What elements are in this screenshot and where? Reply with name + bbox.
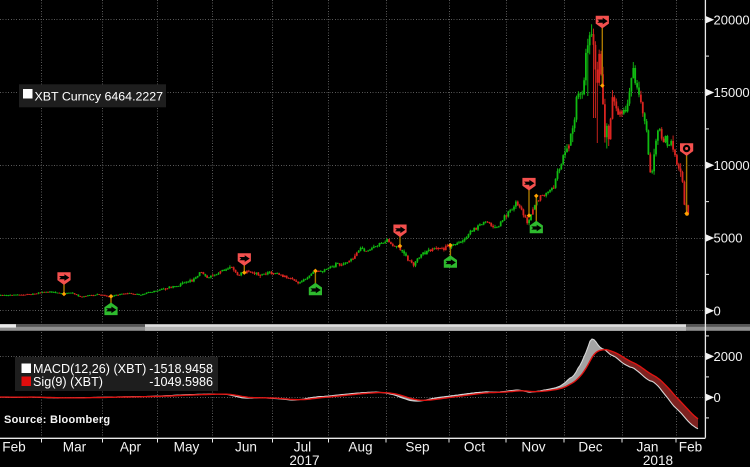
svg-text:Dec: Dec bbox=[578, 440, 602, 455]
svg-text:Feb: Feb bbox=[2, 440, 25, 455]
svg-text:2000: 2000 bbox=[714, 349, 743, 364]
svg-text:Aug: Aug bbox=[348, 440, 372, 455]
svg-text:-1518.9458: -1518.9458 bbox=[149, 362, 213, 376]
svg-text:Jun: Jun bbox=[235, 440, 257, 455]
svg-text:2018: 2018 bbox=[643, 453, 673, 467]
svg-text:-1049.5986: -1049.5986 bbox=[149, 375, 213, 389]
svg-text:Feb: Feb bbox=[679, 440, 702, 455]
svg-text:0: 0 bbox=[714, 390, 721, 405]
svg-text:Nov: Nov bbox=[521, 440, 545, 455]
svg-text:Sig(9) (XBT): Sig(9) (XBT) bbox=[33, 375, 103, 389]
svg-text:MACD(12,26) (XBT): MACD(12,26) (XBT) bbox=[33, 362, 146, 376]
svg-text:Apr: Apr bbox=[120, 440, 142, 455]
svg-text:20000: 20000 bbox=[714, 12, 750, 27]
svg-text:Oct: Oct bbox=[464, 440, 485, 455]
svg-text:Jul: Jul bbox=[294, 440, 311, 455]
svg-text:Mar: Mar bbox=[63, 440, 87, 455]
svg-text:15000: 15000 bbox=[714, 85, 750, 100]
svg-text:10000: 10000 bbox=[714, 158, 750, 173]
svg-text:May: May bbox=[174, 440, 200, 455]
svg-text:Source: Bloomberg: Source: Bloomberg bbox=[4, 414, 110, 426]
svg-text:0: 0 bbox=[714, 304, 721, 319]
svg-text:Jan: Jan bbox=[637, 440, 659, 455]
svg-text:XBT Curncy 6464.2227: XBT Curncy 6464.2227 bbox=[35, 89, 164, 103]
svg-text:Sep: Sep bbox=[405, 440, 429, 455]
svg-text:2017: 2017 bbox=[289, 453, 319, 467]
svg-text:5000: 5000 bbox=[714, 231, 743, 246]
